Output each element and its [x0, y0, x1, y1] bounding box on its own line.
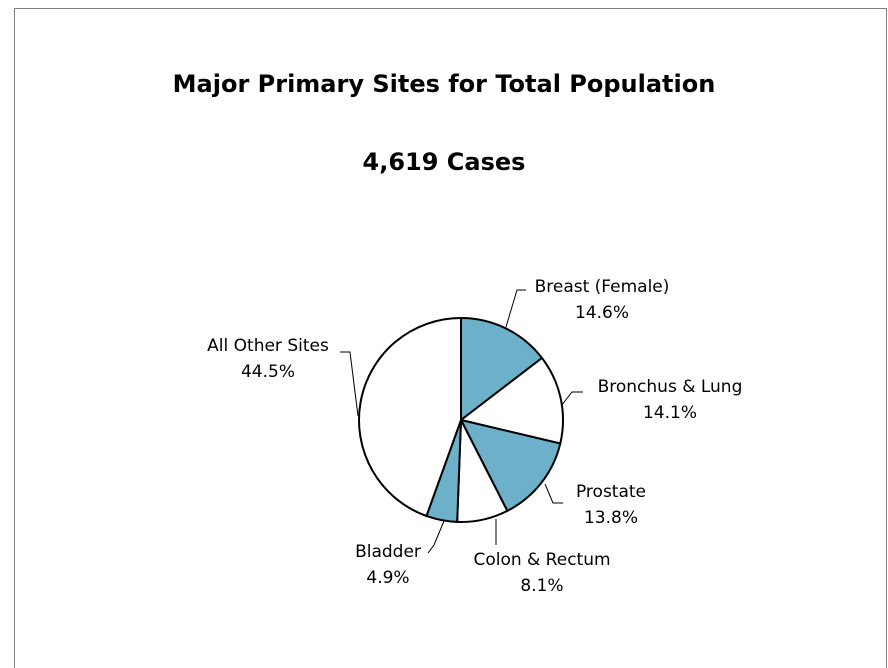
slice-name-label: All Other Sites — [207, 336, 329, 356]
chart-subtitle: 4,619 Cases — [362, 148, 526, 176]
pie-chart: Breast (Female) 14.6% Bronchus & Lung 14.1%… — [207, 277, 743, 596]
slice-name-label: Breast (Female) — [535, 277, 670, 297]
pie-slice-all-other-sites — [358, 316, 462, 518]
slice-name-label: Bladder — [355, 542, 421, 562]
pie-slice-bronchus-lung — [458, 356, 564, 445]
slice-percent-label: 8.1% — [520, 576, 563, 596]
slice-name-label: Colon & Rectum — [473, 550, 610, 570]
slice-percent-label: 14.1% — [643, 403, 697, 423]
slice-name-label: Prostate — [576, 482, 646, 502]
pie-slice-breast-female — [460, 316, 544, 423]
chart-title: Major Primary Sites for Total Population — [172, 70, 716, 98]
leader-line — [427, 520, 445, 554]
leader-line — [340, 351, 359, 417]
leader-line — [560, 391, 583, 407]
slice-percent-label: 44.5% — [241, 362, 295, 382]
leader-line — [505, 289, 526, 328]
pie-slice-prostate — [459, 418, 562, 513]
slice-percent-label: 14.6% — [575, 303, 629, 323]
slice-percent-label: 13.8% — [584, 508, 638, 528]
slice-percent-label: 4.9% — [366, 568, 409, 588]
slice-name-label: Bronchus & Lung — [598, 377, 743, 397]
leader-line — [544, 483, 563, 504]
